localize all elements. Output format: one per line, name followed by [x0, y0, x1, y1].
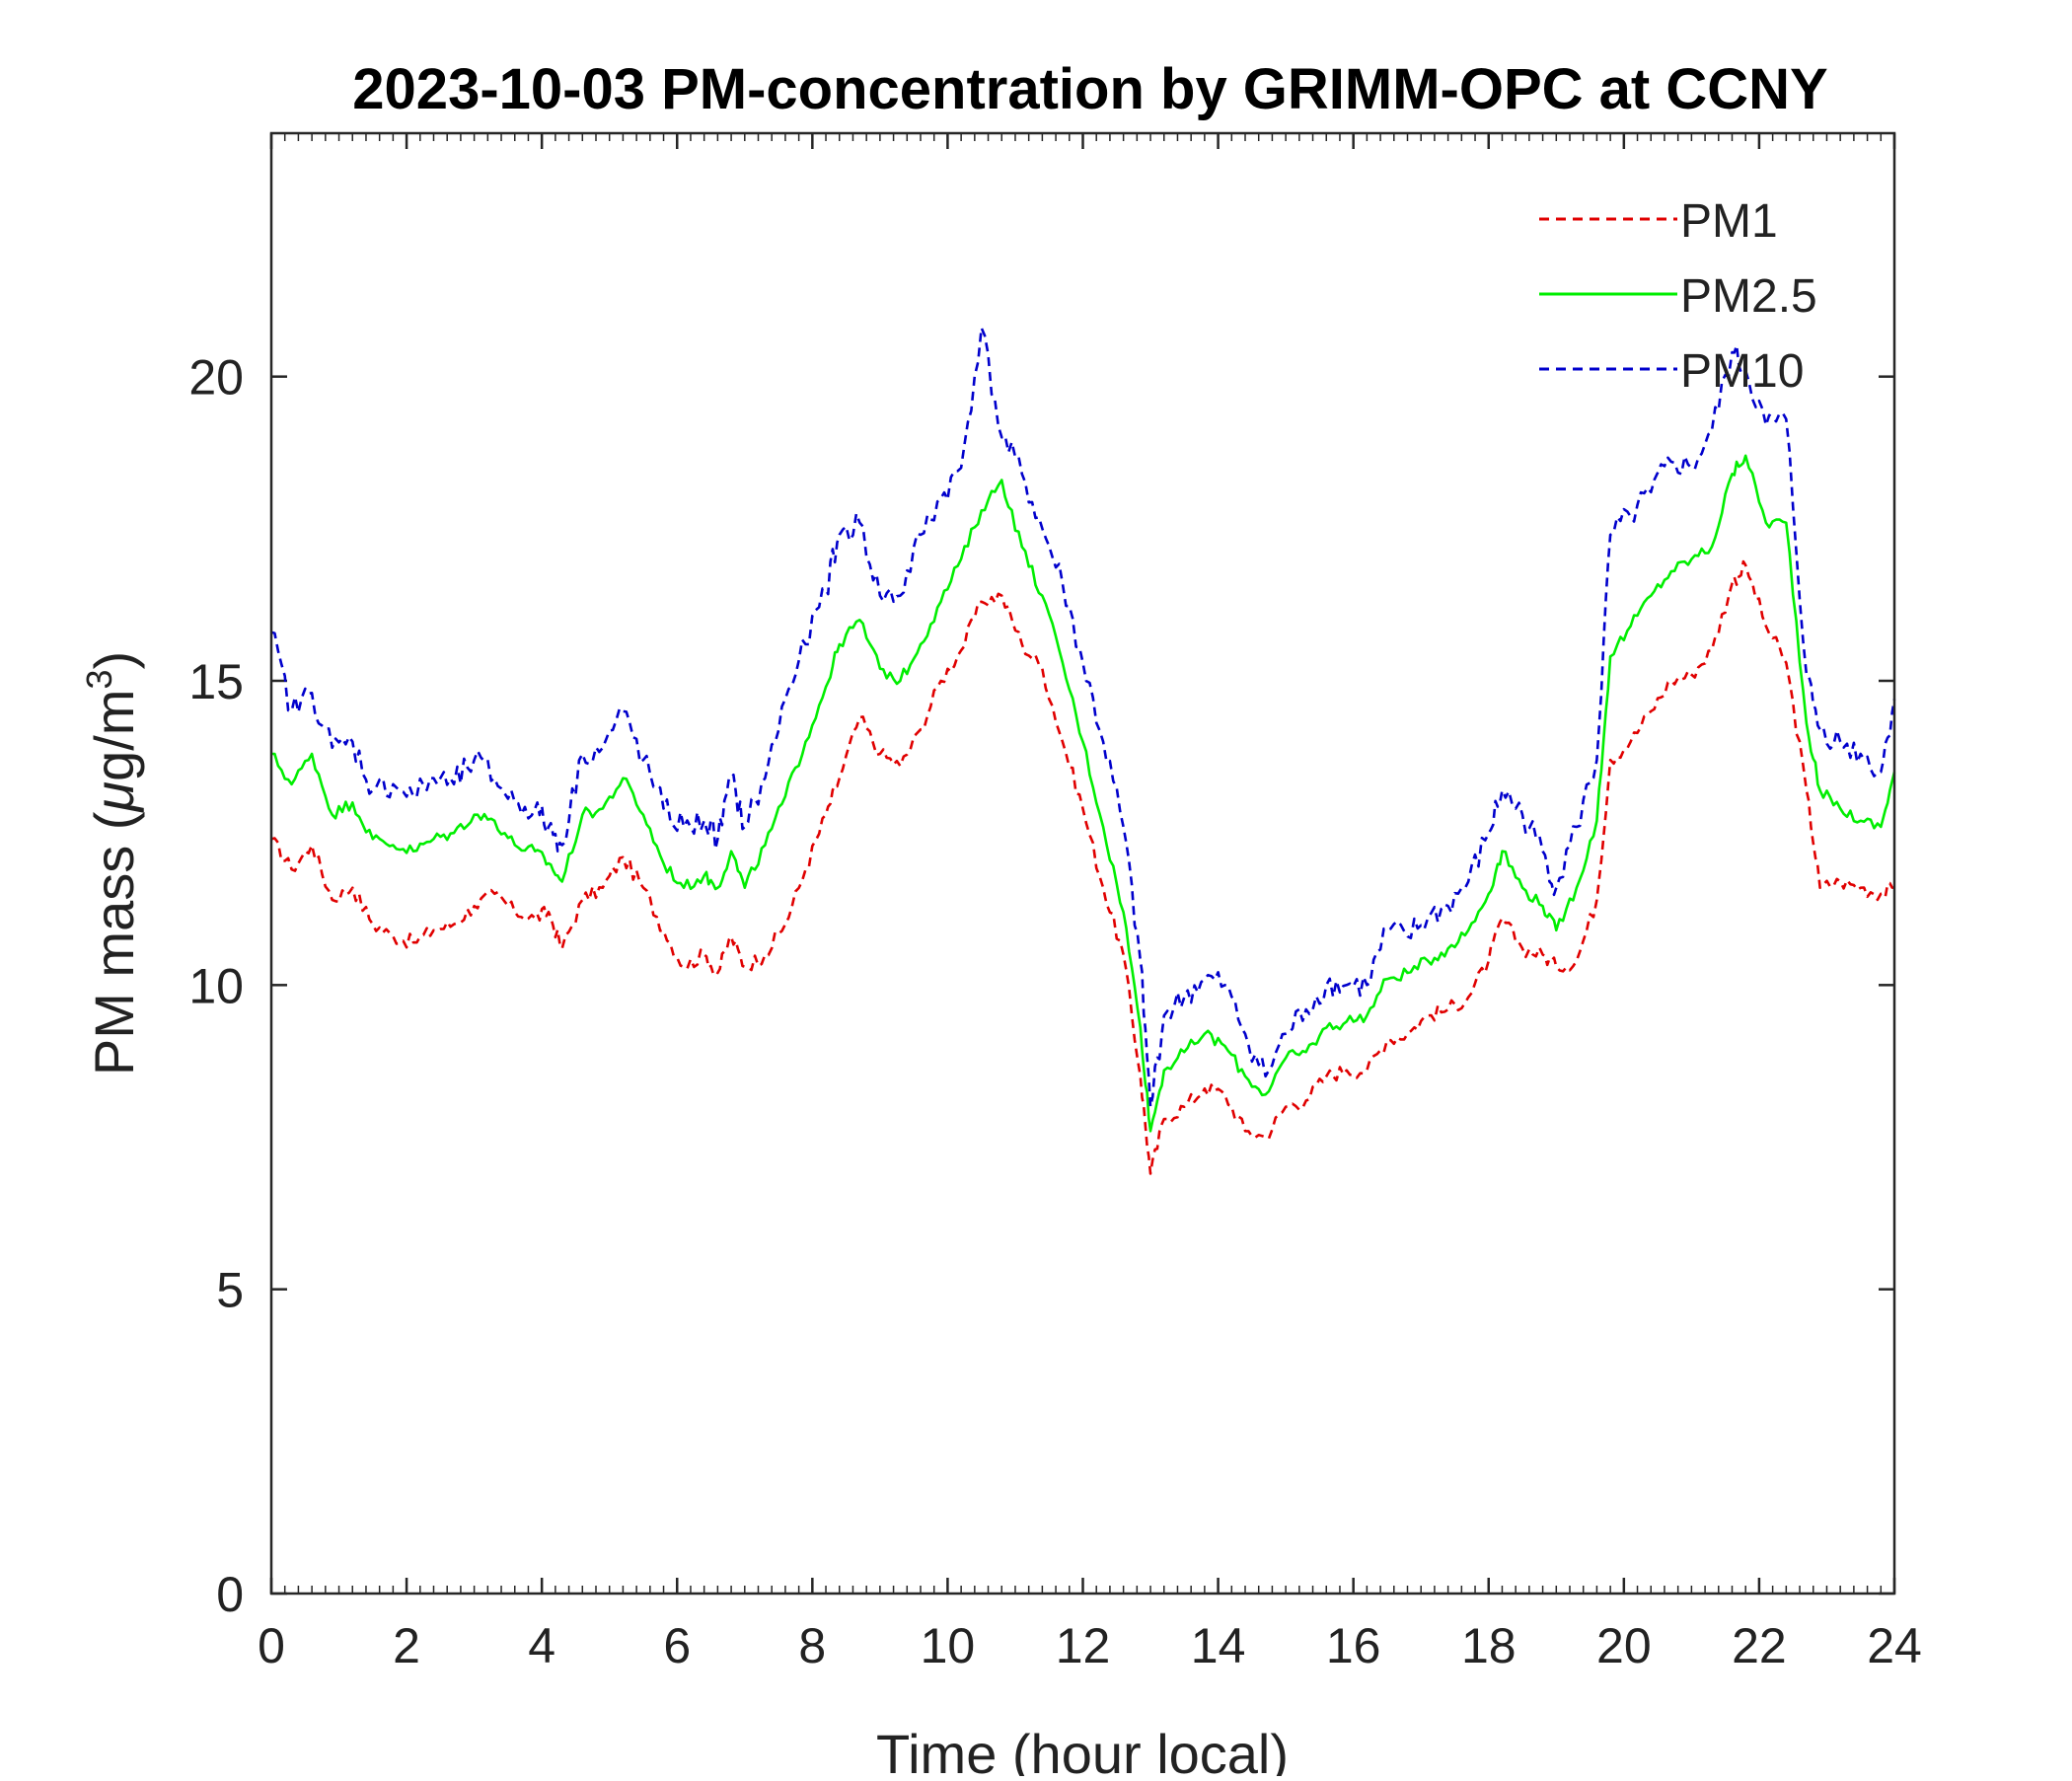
legend-label-pm10: PM10: [1680, 345, 1804, 398]
x-tick-label: 14: [1191, 1618, 1246, 1673]
legend: PM1 PM2.5 PM10: [1539, 195, 1817, 398]
y-axis-title-superscript: 3: [79, 670, 119, 690]
plot-frame: [269, 131, 1896, 1595]
y-tick-label: 5: [216, 1263, 244, 1318]
x-axis-title: Time (hour local): [876, 1723, 1289, 1776]
y-tick-label: 20: [188, 350, 244, 406]
x-tick-label: 8: [798, 1618, 826, 1673]
y-tick-label: 15: [188, 654, 244, 709]
series-line-pm1: [270, 559, 1895, 1175]
series-line-pm25: [271, 454, 1896, 1133]
x-tick-label: 18: [1461, 1618, 1517, 1673]
x-tick-label: 10: [921, 1618, 976, 1673]
y-axis-title-prefix: PM mass (: [83, 811, 145, 1076]
x-tick-label: 20: [1596, 1618, 1652, 1673]
x-tick-label: 12: [1056, 1618, 1111, 1673]
legend-label-pm1: PM1: [1680, 195, 1778, 248]
y-tick-label: 10: [188, 958, 244, 1013]
series-line-pm10: [270, 326, 1896, 1108]
y-axis-title-unit: g/m: [83, 690, 145, 781]
x-tick-label: 22: [1732, 1618, 1787, 1673]
series-layer: [270, 326, 1896, 1175]
y-axis-title: PM mass (μg/m3): [79, 651, 145, 1076]
x-tick-label: 6: [663, 1618, 691, 1673]
y-axis-title-suffix: ): [83, 651, 145, 670]
chart-title: 2023-10-03 PM-concentration by GRIMM-OPC…: [352, 57, 1827, 121]
legend-label-pm25: PM2.5: [1680, 270, 1817, 323]
y-axis-title-mu: μ: [83, 781, 145, 814]
x-tick-label: 0: [258, 1618, 285, 1673]
x-tick-label: 2: [393, 1618, 420, 1673]
x-tick-label: 4: [528, 1618, 555, 1673]
x-tick-label: 24: [1867, 1618, 1922, 1673]
x-tick-label: 16: [1326, 1618, 1381, 1673]
y-tick-label: 0: [216, 1567, 244, 1622]
